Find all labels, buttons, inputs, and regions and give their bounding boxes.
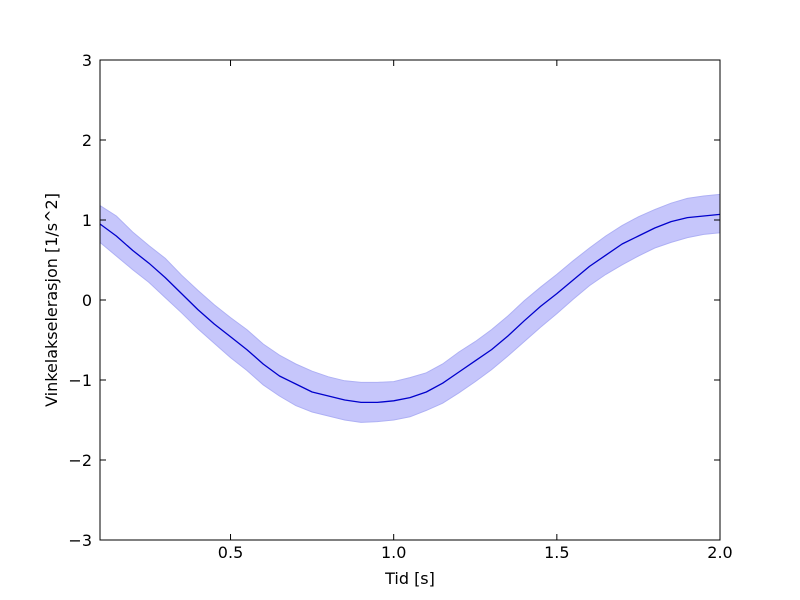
tick-labels: 0.5 1.0 1.5 2.0 −3 −2 −1 0 1 2 3: [68, 51, 732, 562]
y-tick-label: 3: [82, 51, 92, 70]
plot-area: [100, 193, 720, 423]
y-tick-label: −3: [68, 531, 92, 550]
y-tick-label: 2: [82, 131, 92, 150]
x-axis-label: Tid [s]: [384, 569, 435, 588]
y-tick-label: −2: [68, 451, 92, 470]
x-tick-label: 1.0: [381, 543, 406, 562]
series-line: [100, 213, 720, 404]
x-tick-label: 0.5: [218, 543, 243, 562]
y-axis-label: Vinkelakselerasjon [1/s^2]: [42, 193, 61, 407]
y-tick-label: 0: [82, 291, 92, 310]
x-tick-label: 1.5: [544, 543, 569, 562]
y-tick-label: 1: [82, 211, 92, 230]
x-tick-label: 2.0: [707, 543, 732, 562]
axes-frame: [99, 59, 721, 541]
y-tick-label: −1: [68, 371, 92, 390]
confidence-band: [100, 193, 720, 423]
